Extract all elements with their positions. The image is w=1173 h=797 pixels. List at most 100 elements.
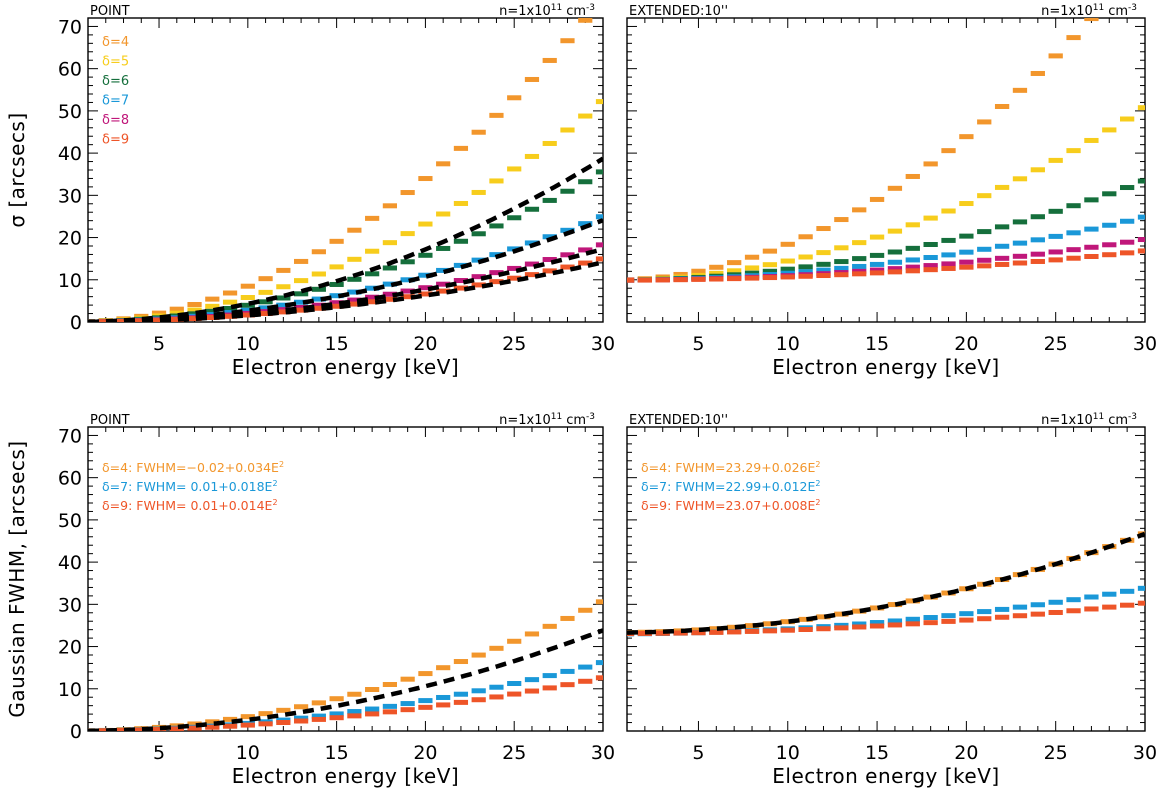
fit-formula-label: δ=7: FWHM= 0.01+0.018E2 — [102, 479, 278, 494]
fit-formula-exponent: 2 — [272, 479, 277, 488]
y-tick-label: 60 — [58, 59, 82, 81]
x-tick-label: 25 — [502, 333, 526, 355]
fit-formula-text: δ=9: FWHM=23.07+0.008E — [641, 498, 816, 513]
y-tick-label: 0 — [70, 721, 82, 743]
panel-corner-label: EXTENDED:10'' — [629, 413, 728, 428]
x-tick-label: 20 — [413, 333, 437, 355]
density-unit-exponent: -3 — [1128, 3, 1137, 13]
panel-corner-label: EXTENDED:10'' — [629, 4, 728, 19]
legend-entry: δ=7 — [102, 94, 129, 109]
x-tick-label: 5 — [692, 333, 704, 355]
fit-curve — [88, 218, 603, 322]
y-tick-label: 10 — [58, 270, 82, 292]
y-tick-label: 10 — [58, 679, 82, 701]
density-unit-exponent: -3 — [1128, 412, 1137, 422]
panel-bottom-left: 5 10 15 20 25 30 0 10 20 30 40 50 60 70 Electron energ… — [5, 412, 615, 788]
x-tick-label: 10 — [236, 742, 260, 764]
x-tick-label: 30 — [591, 742, 615, 764]
x-tick-label: 20 — [413, 742, 437, 764]
y-tick-label: 40 — [58, 552, 82, 574]
y-axis-title: Gaussian FWHM, [arcsecs] — [5, 440, 29, 717]
density-value: n=1x10 — [499, 413, 551, 428]
y-tick-label: 50 — [58, 510, 82, 532]
density-unit: cm — [566, 4, 586, 19]
legend-entry: δ=8 — [102, 113, 129, 128]
x-tick-label: 5 — [153, 333, 165, 355]
x-axis-title: Electron energy [keV] — [232, 764, 459, 788]
y-tick-label: 30 — [58, 594, 82, 616]
series-d5 — [88, 99, 603, 322]
fit-formula-text: δ=7: FWHM= 0.01+0.018E — [102, 479, 273, 494]
density-unit-exponent: -3 — [586, 412, 595, 422]
fit-formula-label: δ=4: FWHM=23.29+0.026E2 — [641, 460, 821, 475]
x-tick-label: 10 — [236, 333, 260, 355]
fit-formula-exponent: 2 — [815, 479, 820, 488]
plot-area — [627, 531, 1145, 637]
density-unit-exponent: -3 — [586, 3, 595, 13]
x-tick-label: 15 — [865, 333, 889, 355]
x-tick-label: 20 — [954, 333, 978, 355]
density-unit: cm — [1108, 413, 1128, 428]
fit-formula-text: δ=4: FWHM=−0.02+0.034E — [102, 460, 279, 475]
fit-formula-exponent: 2 — [815, 498, 820, 507]
y-tick-label: 70 — [58, 425, 82, 447]
x-tick-label: 10 — [776, 742, 800, 764]
y-tick-label: 50 — [58, 101, 82, 123]
density-value: n=1x10 — [1041, 4, 1093, 19]
legend-entry: δ=4 — [102, 35, 129, 50]
density-exponent: 11 — [1093, 3, 1104, 13]
density-label: n=1x1011 cm-3 — [1041, 3, 1137, 19]
y-tick-label: 20 — [58, 228, 82, 250]
density-unit: cm — [566, 413, 586, 428]
legend-entry: δ=9 — [102, 133, 129, 148]
plot-area — [88, 18, 603, 322]
x-tick-label: 30 — [1133, 333, 1157, 355]
series-d4 — [627, 531, 1145, 636]
fit-formula-exponent: 2 — [815, 460, 820, 469]
y-tick-label: 30 — [58, 185, 82, 207]
x-tick-label: 5 — [153, 742, 165, 764]
fit-formula-text: δ=9: FWHM= 0.01+0.014E — [102, 498, 273, 513]
series-d4 — [88, 18, 593, 322]
panel-top-right: 5 10 15 20 25 30 Electron energy [keV] EXTENDED… — [626, 3, 1157, 379]
fit-formula-text: δ=7: FWHM=22.99+0.012E — [641, 479, 816, 494]
fit-formula-label: δ=4: FWHM=−0.02+0.034E2 — [102, 460, 284, 475]
x-tick-label: 15 — [865, 742, 889, 764]
density-label: n=1x1011 cm-3 — [1041, 412, 1137, 428]
x-tick-label: 30 — [1133, 742, 1157, 764]
fit-curve — [88, 260, 603, 322]
y-tick-label: 70 — [58, 16, 82, 38]
y-tick-label: 0 — [70, 312, 82, 334]
density-value: n=1x10 — [1041, 413, 1093, 428]
x-tick-label: 20 — [954, 742, 978, 764]
density-value: n=1x10 — [499, 4, 551, 19]
fit-formula-exponent: 2 — [279, 460, 284, 469]
fit-formula-text: δ=4: FWHM=23.29+0.026E — [641, 460, 816, 475]
density-exponent: 11 — [1093, 412, 1104, 422]
series-d4 — [627, 18, 1099, 283]
density-exponent: 11 — [551, 412, 562, 422]
panel-top-left: 5 10 15 20 25 30 0 10 20 30 40 50 60 70 Electron energ… — [5, 3, 615, 379]
y-tick-label: 40 — [58, 143, 82, 165]
x-tick-label: 10 — [776, 333, 800, 355]
x-axis-title: Electron energy [keV] — [772, 355, 999, 379]
x-tick-label: 25 — [1044, 333, 1068, 355]
series-d8 — [88, 242, 603, 322]
x-tick-label: 25 — [502, 742, 526, 764]
panel-corner-label: POINT — [90, 4, 130, 19]
x-tick-label: 15 — [325, 742, 349, 764]
plot-area — [627, 18, 1145, 283]
series-d7 — [88, 660, 603, 731]
density-exponent: 11 — [551, 3, 562, 13]
fit-curve — [88, 628, 603, 731]
y-axis-title: σ [arcsecs] — [5, 112, 29, 227]
x-tick-label: 5 — [692, 742, 704, 764]
fit-formula-label: δ=9: FWHM= 0.01+0.014E2 — [102, 498, 278, 513]
panel-corner-label: POINT — [90, 413, 130, 428]
x-tick-label: 30 — [591, 333, 615, 355]
density-unit: cm — [1108, 4, 1128, 19]
fit-formula-exponent: 2 — [272, 498, 277, 507]
x-axis-title: Electron energy [keV] — [772, 764, 999, 788]
y-tick-label: 20 — [58, 637, 82, 659]
